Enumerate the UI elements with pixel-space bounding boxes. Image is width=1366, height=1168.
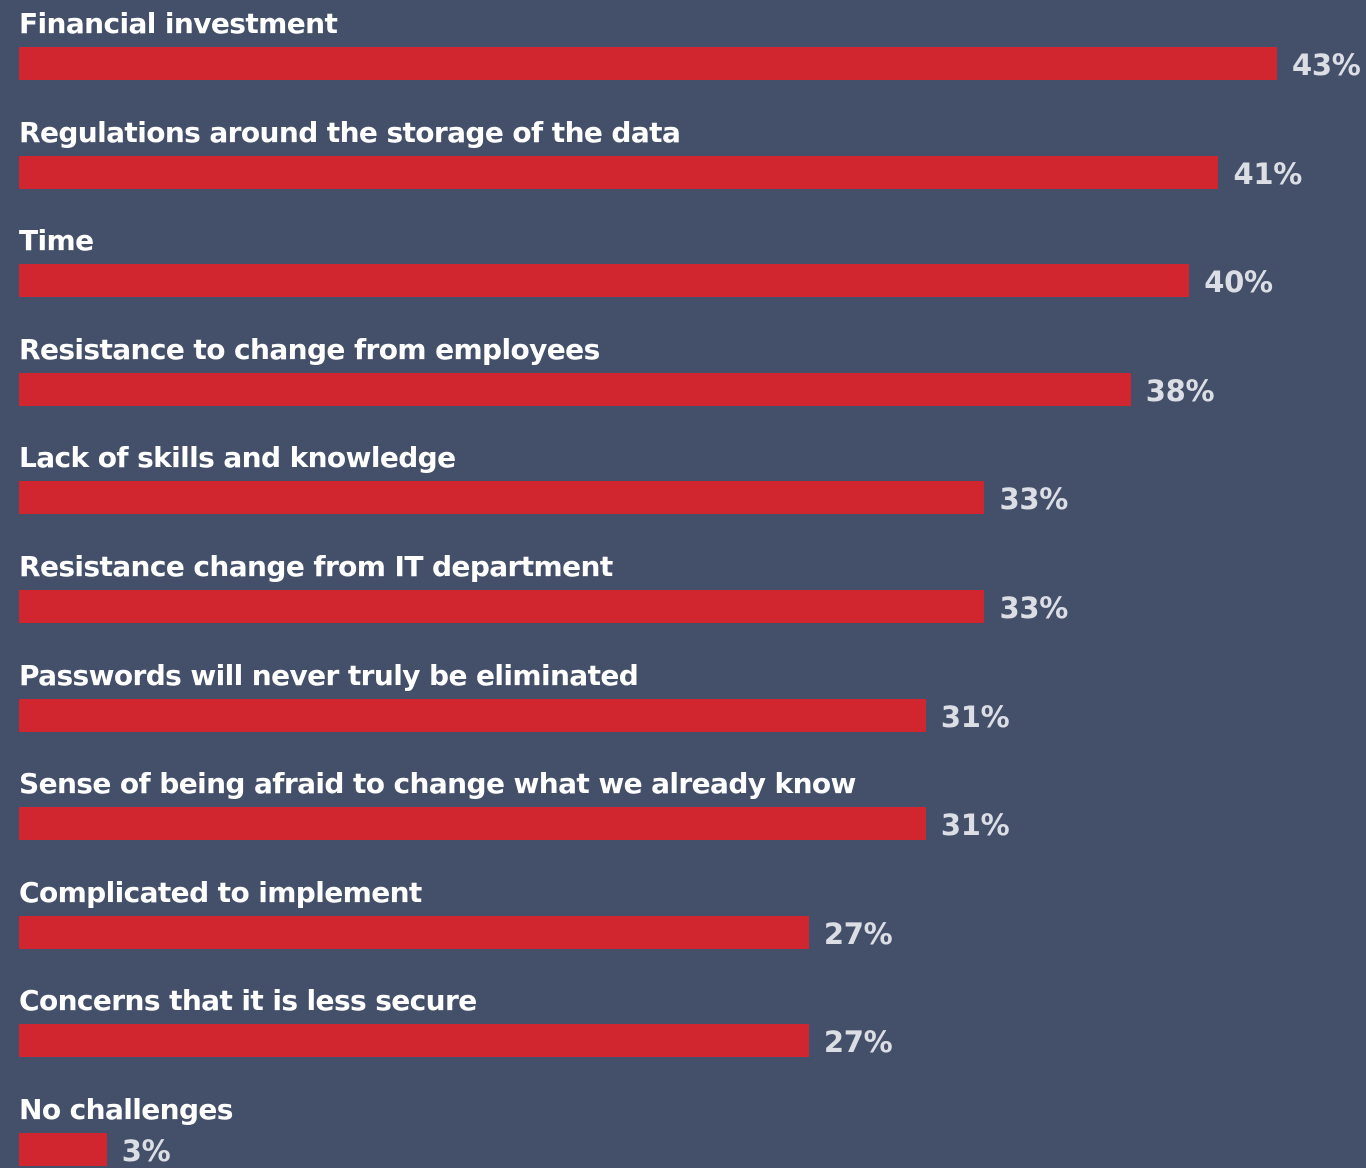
- category-label: Lack of skills and knowledge: [19, 441, 456, 475]
- bar: [19, 1024, 809, 1058]
- category-label: No challenges: [19, 1093, 233, 1126]
- value-label: 33%: [999, 591, 1068, 625]
- value-label: 43%: [1292, 48, 1361, 82]
- bar: [19, 915, 809, 949]
- value-label: 27%: [823, 1025, 893, 1060]
- category-label: Regulations around the storage of the da…: [19, 115, 681, 149]
- category-label: Passwords will never truly be eliminated: [19, 658, 639, 692]
- bar: [19, 1133, 107, 1166]
- bar: [19, 590, 985, 623]
- value-label: 38%: [1145, 373, 1215, 408]
- value-label: 31%: [940, 808, 1010, 843]
- category-label: Resistance change from IT department: [19, 550, 613, 583]
- value-label: 41%: [1233, 156, 1302, 191]
- category-label: Resistance to change from employees: [19, 332, 600, 366]
- category-label: Complicated to implement: [19, 875, 422, 909]
- category-label: Concerns that it is less secure: [19, 984, 477, 1018]
- bar: [19, 47, 1277, 80]
- category-label: Time: [19, 224, 94, 258]
- bar: [19, 155, 1219, 189]
- category-label: Financial investment: [19, 7, 338, 40]
- bar: [19, 698, 926, 732]
- value-label: 31%: [940, 699, 1010, 734]
- value-label: 3%: [121, 1134, 171, 1168]
- bar: [19, 264, 1190, 298]
- bar: [19, 481, 985, 515]
- bar: [19, 807, 926, 841]
- category-label: Sense of being afraid to change what we …: [19, 767, 856, 801]
- value-label: 27%: [823, 916, 893, 951]
- value-label: 33%: [999, 482, 1068, 517]
- value-label: 40%: [1204, 265, 1273, 300]
- bar: [19, 372, 1131, 406]
